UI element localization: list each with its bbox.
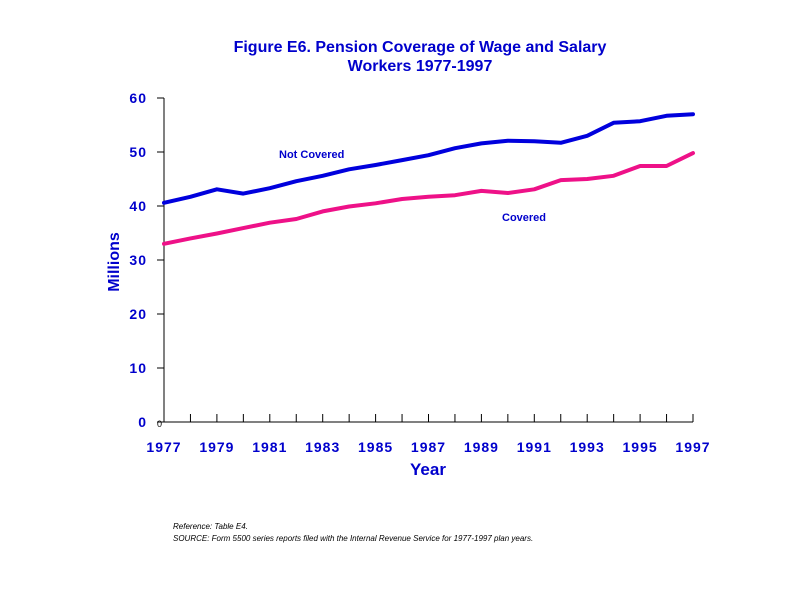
y-tick-label: 30: [129, 252, 147, 268]
data-point-covered: [692, 152, 694, 154]
data-point-covered: [613, 175, 615, 177]
data-point-covered: [586, 178, 588, 180]
x-tick-label: 1995: [623, 439, 658, 455]
data-point-not-covered: [322, 175, 324, 177]
reference-note: Reference: Table E4.: [173, 522, 248, 531]
x-tick-label: 1989: [464, 439, 499, 455]
data-point-covered: [533, 188, 535, 190]
data-point-covered: [639, 165, 641, 167]
data-point-covered: [242, 227, 244, 229]
y-tick-label: 10: [129, 360, 147, 376]
x-tick-label: 1977: [146, 439, 181, 455]
x-tick-label: 1991: [517, 439, 552, 455]
data-point-not-covered: [480, 142, 482, 144]
x-tick-label: 1981: [252, 439, 287, 455]
chart-title-line-1: Figure E6. Pension Coverage of Wage and …: [233, 39, 607, 56]
data-point-covered: [480, 190, 482, 192]
series-group: [162, 112, 695, 246]
data-point-not-covered: [216, 188, 218, 190]
x-tick-label: 1983: [305, 439, 340, 455]
axes: 0 10 20 30 40 50 60 1977 1979 1981 1983 1985 1987 198…: [129, 90, 710, 455]
data-point-covered: [454, 194, 456, 196]
data-point-not-covered: [295, 180, 297, 182]
data-point-not-covered: [639, 120, 641, 122]
x-tick-label: 1993: [570, 439, 605, 455]
data-point-covered: [189, 237, 191, 239]
data-point-not-covered: [560, 142, 562, 144]
x-tick-label: 1979: [199, 439, 234, 455]
y-tick-label: 0: [138, 414, 147, 430]
data-point-not-covered: [242, 193, 244, 195]
chart-title: Figure E6. Pension Coverage of Wage and …: [150, 38, 690, 76]
data-point-covered: [163, 243, 165, 245]
series-label-not-covered: Not Covered: [279, 149, 344, 161]
source-note: SOURCE: Form 5500 series reports filed w…: [173, 534, 534, 543]
y-tick-label: 40: [129, 198, 147, 214]
y-axis-label: Millions: [106, 232, 123, 292]
chart-title-line-2: Workers 1977-1997: [347, 58, 493, 75]
data-point-not-covered: [348, 168, 350, 170]
data-point-not-covered: [163, 202, 165, 204]
data-point-not-covered: [454, 147, 456, 149]
data-point-covered: [322, 210, 324, 212]
data-point-not-covered: [692, 113, 694, 115]
data-point-covered: [428, 196, 429, 198]
data-point-not-covered: [189, 196, 191, 198]
data-point-covered: [269, 222, 271, 224]
x-tick-label: 1987: [411, 439, 446, 455]
data-point-not-covered: [666, 115, 668, 117]
data-point-not-covered: [586, 135, 588, 137]
data-point-covered: [666, 165, 668, 167]
data-point-not-covered: [533, 140, 535, 142]
y-tick-label: 50: [129, 144, 147, 160]
data-point-covered: [401, 198, 403, 200]
data-point-not-covered: [375, 164, 377, 166]
data-point-not-covered: [401, 159, 403, 161]
x-axis-label: Year: [410, 460, 446, 479]
x-tick-label: 1985: [358, 439, 393, 455]
x-tick-label: 1997: [675, 439, 710, 455]
y-tick-label: 60: [129, 90, 147, 106]
data-point-covered: [560, 179, 562, 181]
series-label-covered: Covered: [502, 212, 546, 224]
y-tick-label: 20: [129, 306, 147, 322]
data-point-not-covered: [428, 154, 429, 156]
data-point-not-covered: [269, 187, 271, 189]
series-line-not-covered: [162, 112, 695, 205]
data-point-covered: [348, 206, 350, 208]
data-point-covered: [216, 233, 218, 235]
data-point-covered: [295, 218, 297, 220]
origin-label: 0: [157, 419, 162, 429]
series-line-covered: [162, 151, 695, 246]
data-point-covered: [375, 202, 377, 204]
data-point-covered: [507, 192, 509, 194]
data-point-not-covered: [507, 140, 509, 142]
data-point-not-covered: [613, 122, 615, 124]
